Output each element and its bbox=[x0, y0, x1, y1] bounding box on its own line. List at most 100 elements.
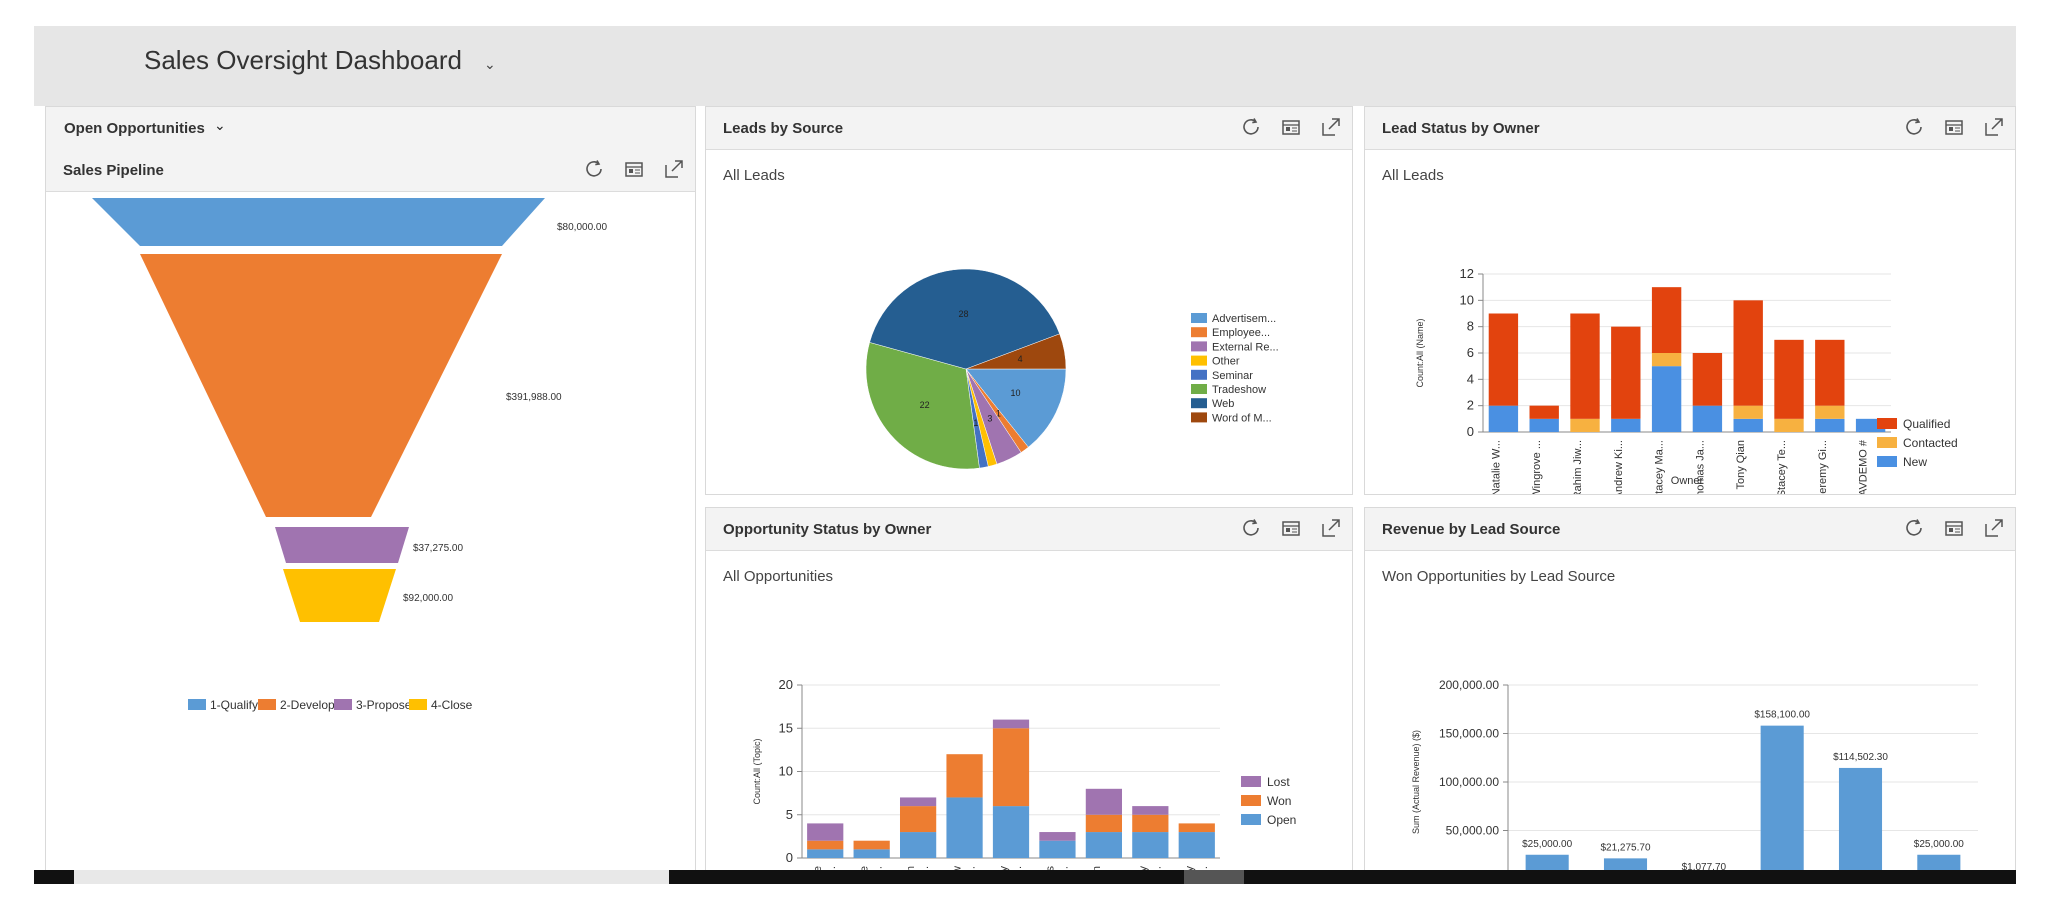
bar-won[interactable] bbox=[853, 840, 890, 850]
sales-pipeline-chart[interactable]: $80,000.00 $391,988.00 $37,275.00 $92,000.0… bbox=[46, 192, 696, 876]
view-records-icon[interactable] bbox=[623, 158, 645, 180]
refresh-icon[interactable] bbox=[1240, 517, 1262, 539]
revenue-chart[interactable]: 0.0050,000.00100,000.00150,000.00200,000… bbox=[1365, 598, 2016, 877]
data-label: $25,000.00 bbox=[1914, 839, 1964, 850]
bar-open[interactable] bbox=[1132, 832, 1169, 858]
view-records-icon[interactable] bbox=[1943, 517, 1965, 539]
bar-new[interactable] bbox=[1488, 405, 1519, 432]
bar-open[interactable] bbox=[853, 849, 890, 858]
bar-open[interactable] bbox=[1178, 832, 1215, 858]
bar-lost[interactable] bbox=[1085, 788, 1123, 815]
bar-lost[interactable] bbox=[807, 823, 844, 841]
legend-swatch[interactable] bbox=[1191, 412, 1207, 423]
legend-swatch[interactable] bbox=[1877, 456, 1897, 467]
bar-qualified[interactable] bbox=[1774, 339, 1804, 419]
pie-slice-8[interactable] bbox=[965, 333, 1067, 370]
bar-contacted[interactable] bbox=[1815, 405, 1845, 419]
scrollbar-thumb[interactable] bbox=[1184, 870, 1244, 884]
legend-swatch[interactable] bbox=[1191, 384, 1207, 394]
bar-new[interactable] bbox=[1529, 418, 1559, 432]
bar-won[interactable] bbox=[807, 840, 844, 850]
expand-icon[interactable] bbox=[1983, 517, 2005, 539]
bar-qualified[interactable] bbox=[1733, 300, 1763, 406]
bar-new[interactable] bbox=[1733, 418, 1763, 432]
bar-open[interactable] bbox=[946, 797, 983, 858]
bar-open[interactable] bbox=[1039, 840, 1076, 858]
legend-swatch[interactable] bbox=[334, 699, 352, 710]
bar-won[interactable] bbox=[899, 806, 937, 833]
refresh-icon[interactable] bbox=[1903, 517, 1925, 539]
bar-lost[interactable] bbox=[992, 719, 1030, 729]
funnel-segment-2[interactable] bbox=[140, 254, 502, 517]
chart-subtitle: All Leads bbox=[723, 167, 785, 184]
view-selector[interactable]: Open Opportunities bbox=[64, 120, 205, 137]
expand-icon[interactable] bbox=[663, 158, 685, 180]
dashboard-title[interactable]: Sales Oversight Dashboard bbox=[144, 45, 462, 75]
bar-qualified[interactable] bbox=[1488, 313, 1519, 406]
bar-won[interactable] bbox=[1085, 814, 1123, 833]
bar-new[interactable] bbox=[1611, 418, 1641, 432]
bar-qualified[interactable] bbox=[1692, 353, 1723, 406]
view-records-icon[interactable] bbox=[1280, 116, 1302, 138]
expand-icon[interactable] bbox=[1320, 517, 1342, 539]
legend-swatch[interactable] bbox=[188, 699, 206, 710]
bar-qualified[interactable] bbox=[1570, 313, 1600, 419]
bar-contacted[interactable] bbox=[1774, 418, 1804, 432]
legend-swatch[interactable] bbox=[1877, 418, 1897, 429]
bar-open[interactable] bbox=[992, 806, 1030, 858]
expand-icon[interactable] bbox=[1320, 116, 1342, 138]
bar-lost[interactable] bbox=[1132, 806, 1169, 815]
leads-by-source-chart[interactable]: 10 131 22 28 4 Advertisem... Employee... Extern… bbox=[706, 197, 1353, 492]
refresh-icon[interactable] bbox=[583, 158, 605, 180]
bar-won[interactable] bbox=[992, 728, 1030, 807]
bar-qualified[interactable] bbox=[1651, 287, 1682, 353]
funnel-segment-1[interactable] bbox=[92, 198, 545, 246]
opportunity-status-chart[interactable]: 05101520NatalieW...Wingrove...RahimJiw..… bbox=[706, 598, 1353, 877]
legend-swatch[interactable] bbox=[258, 699, 276, 710]
funnel-segment-3[interactable] bbox=[275, 527, 409, 563]
bar-qualified[interactable] bbox=[1815, 339, 1845, 406]
bar-open[interactable] bbox=[807, 849, 844, 858]
bar[interactable] bbox=[1760, 725, 1804, 877]
funnel-segment-4[interactable] bbox=[283, 569, 396, 622]
legend-swatch[interactable] bbox=[1191, 327, 1207, 338]
legend-swatch[interactable] bbox=[409, 699, 427, 710]
bar-won[interactable] bbox=[1132, 814, 1169, 833]
dashboard-selector-chevron-icon[interactable]: ⌄ bbox=[484, 56, 496, 72]
legend-swatch[interactable] bbox=[1241, 814, 1261, 825]
view-records-icon[interactable] bbox=[1943, 116, 1965, 138]
pie-slice-6[interactable] bbox=[865, 342, 980, 470]
bar-lost[interactable] bbox=[1039, 832, 1076, 841]
bar-new[interactable] bbox=[1815, 418, 1845, 432]
legend-swatch[interactable] bbox=[1191, 398, 1207, 409]
bar-qualified[interactable] bbox=[1529, 405, 1559, 419]
bar-lost[interactable] bbox=[899, 797, 937, 807]
bar-open[interactable] bbox=[899, 832, 937, 858]
bar-won[interactable] bbox=[946, 754, 983, 798]
legend-swatch[interactable] bbox=[1191, 355, 1207, 366]
lead-status-chart[interactable]: 0 2 4 6 8 10 12 Natalie W... Wingrove ... Rahim J… bbox=[1365, 197, 2016, 494]
bar-new[interactable] bbox=[1692, 405, 1723, 432]
view-selector-chevron-icon[interactable]: ⌄ bbox=[214, 117, 226, 133]
legend-swatch[interactable] bbox=[1191, 369, 1207, 380]
bar-won[interactable] bbox=[1178, 823, 1215, 833]
pie-slice-7[interactable] bbox=[869, 268, 1060, 370]
pie-slice-1[interactable] bbox=[965, 368, 1067, 448]
bar-open[interactable] bbox=[1085, 832, 1123, 858]
expand-icon[interactable] bbox=[1983, 116, 2005, 138]
bar-contacted[interactable] bbox=[1570, 418, 1600, 432]
legend-swatch[interactable] bbox=[1241, 776, 1261, 787]
refresh-icon[interactable] bbox=[1903, 116, 1925, 138]
legend-swatch[interactable] bbox=[1877, 437, 1897, 448]
legend-swatch[interactable] bbox=[1191, 313, 1207, 323]
horizontal-scrollbar[interactable] bbox=[74, 870, 669, 884]
bar-qualified[interactable] bbox=[1611, 326, 1641, 419]
view-records-icon[interactable] bbox=[1280, 517, 1302, 539]
bar[interactable] bbox=[1838, 767, 1883, 877]
bar-new[interactable] bbox=[1651, 366, 1682, 432]
bar-contacted[interactable] bbox=[1733, 405, 1763, 419]
refresh-icon[interactable] bbox=[1240, 116, 1262, 138]
legend-swatch[interactable] bbox=[1241, 795, 1261, 806]
legend-swatch[interactable] bbox=[1191, 341, 1207, 352]
bar-contacted[interactable] bbox=[1651, 353, 1682, 367]
